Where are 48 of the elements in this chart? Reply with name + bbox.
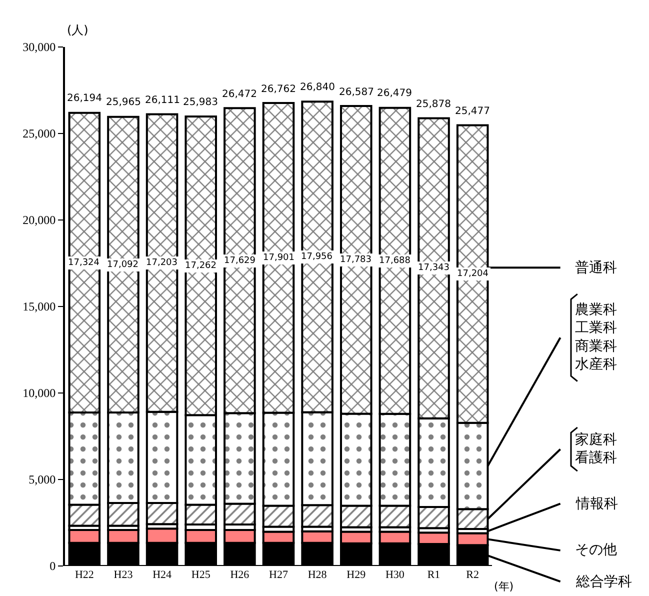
data-label: 17,956 [301, 252, 333, 262]
y-tick-label: 30,000 [22, 40, 56, 54]
total-label: 26,111 [145, 95, 180, 106]
x-tick-label: H27 [269, 569, 288, 581]
data-label: 17,783 [340, 255, 372, 265]
x-tick-label: H29 [346, 569, 366, 581]
y-tick-label: 0 [50, 559, 56, 574]
text: 農業科工業科商業科水産科 [575, 302, 617, 373]
x-tick-label: H22 [74, 569, 94, 581]
x-tick-label: H28 [308, 569, 328, 581]
data-label: 17,262 [185, 261, 216, 271]
y-tick-label: 25,000 [22, 126, 56, 141]
x-tick-label: H24 [152, 569, 172, 581]
x-tick-label: H26 [230, 569, 250, 581]
data-label: 17,629 [224, 256, 256, 266]
total-label: 26,479 [377, 88, 412, 99]
text: 普通科 [575, 259, 617, 276]
total-label: 25,878 [416, 99, 451, 110]
y-tick-label: 20,000 [22, 213, 56, 228]
data-label: 17,203 [146, 258, 178, 268]
total-label: 25,965 [106, 97, 141, 108]
total-label: 26,194 [67, 93, 102, 104]
total-label: 26,587 [339, 87, 374, 98]
data-label: 17,092 [107, 260, 138, 270]
data-label: 17,343 [418, 263, 450, 273]
data-label: 17,324 [68, 258, 100, 268]
text: 情報科 [575, 496, 618, 512]
total-label: 25,983 [183, 97, 218, 108]
total-label: 25,477 [455, 106, 490, 117]
total-label: 26,762 [261, 84, 296, 95]
x-axis-title: (年) [494, 580, 514, 593]
x-tick-label: R1 [427, 569, 440, 581]
total-label: 26,472 [222, 89, 257, 100]
data-label: 17,204 [457, 269, 489, 279]
x-tick-label: R2 [466, 569, 480, 581]
y-axis-title: (人) [67, 23, 88, 37]
x-tick-label: H25 [191, 569, 211, 581]
data-label: 17,901 [263, 253, 294, 263]
x-tick-label: H30 [385, 569, 405, 581]
x-tick-label: H23 [114, 569, 134, 581]
text: 家庭科看護科 [575, 432, 617, 466]
text: その他 [575, 542, 617, 558]
y-tick-label: 5,000 [28, 472, 56, 487]
y-tick-label: 15,000 [22, 300, 56, 314]
text: 総合学科 [575, 574, 632, 590]
total-label: 26,840 [300, 82, 335, 93]
y-tick-label: 10,000 [22, 386, 56, 400]
data-label: 17,688 [379, 256, 411, 266]
